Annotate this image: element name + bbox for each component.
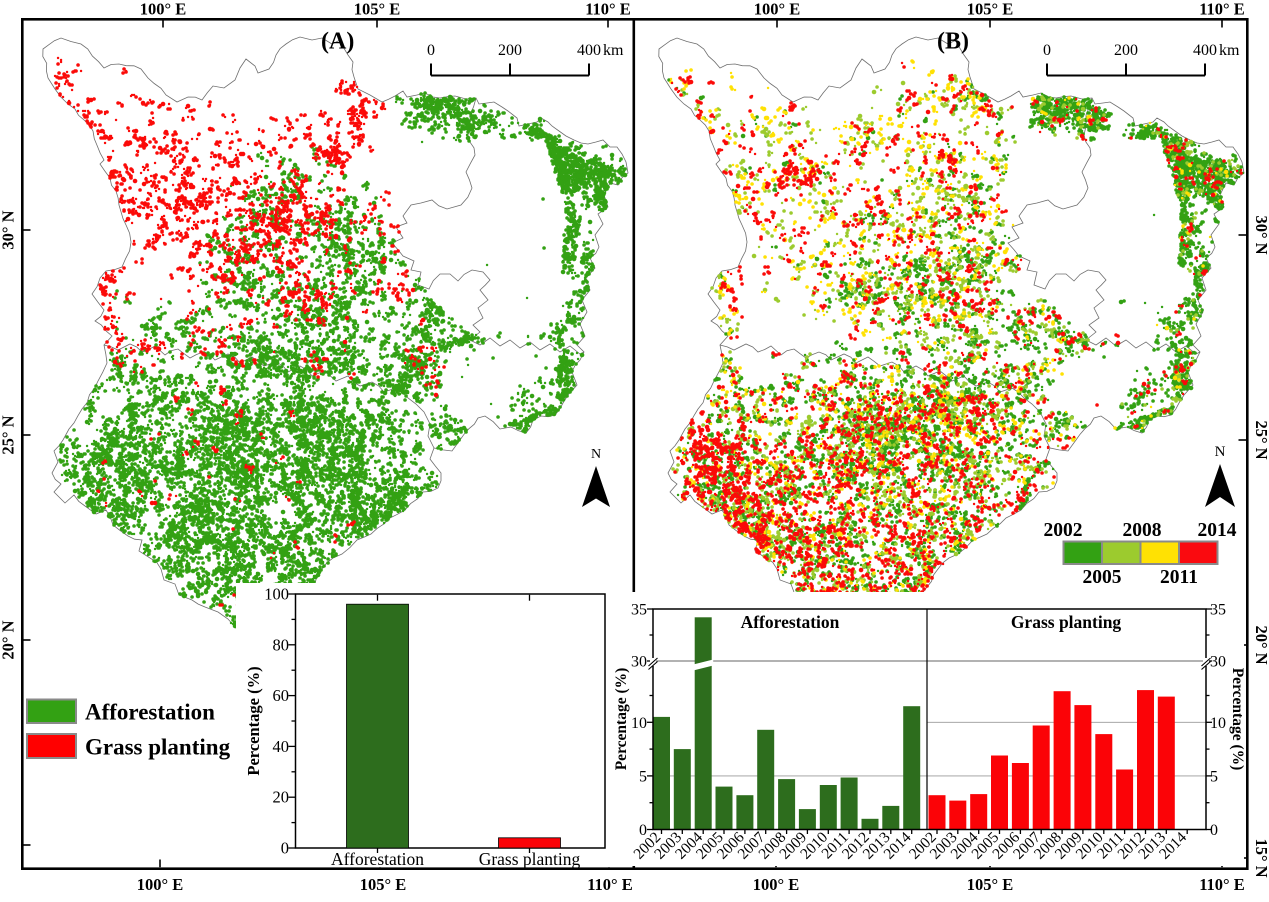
svg-text:30: 30 bbox=[631, 654, 647, 671]
svg-text:25° N: 25° N bbox=[1252, 420, 1269, 459]
svg-text:110° E: 110° E bbox=[1199, 0, 1245, 19]
svg-text:40: 40 bbox=[273, 737, 290, 756]
svg-text:80: 80 bbox=[273, 635, 290, 654]
svg-text:200: 200 bbox=[498, 42, 522, 59]
svg-text:110° E: 110° E bbox=[1199, 875, 1245, 894]
svg-text:105° E: 105° E bbox=[354, 0, 400, 19]
svg-text:0: 0 bbox=[639, 822, 647, 839]
svg-text:10: 10 bbox=[1210, 715, 1226, 732]
svg-text:20° N: 20° N bbox=[0, 620, 18, 659]
svg-text:(B): (B) bbox=[937, 29, 969, 55]
svg-text:105° E: 105° E bbox=[360, 875, 406, 894]
svg-text:400: 400 bbox=[577, 42, 601, 59]
svg-text:60: 60 bbox=[273, 686, 290, 705]
svg-text:0: 0 bbox=[1043, 42, 1051, 59]
svg-text:30: 30 bbox=[1210, 654, 1226, 671]
svg-text:Grass planting: Grass planting bbox=[85, 735, 231, 760]
svg-text:0: 0 bbox=[281, 839, 289, 858]
svg-text:2005: 2005 bbox=[1083, 567, 1122, 588]
svg-text:30° N: 30° N bbox=[1252, 215, 1269, 254]
svg-text:105° E: 105° E bbox=[967, 0, 1013, 19]
svg-text:400: 400 bbox=[1193, 42, 1217, 59]
svg-text:35: 35 bbox=[1210, 602, 1226, 619]
svg-text:100° E: 100° E bbox=[753, 875, 799, 894]
svg-text:Afforestation: Afforestation bbox=[741, 612, 840, 632]
svg-text:20° N: 20° N bbox=[1252, 625, 1269, 664]
svg-text:35: 35 bbox=[631, 602, 647, 619]
svg-text:5: 5 bbox=[1210, 768, 1218, 785]
svg-text:100° E: 100° E bbox=[754, 0, 800, 19]
svg-text:Percentage (%): Percentage (%) bbox=[613, 668, 630, 771]
svg-text:2014: 2014 bbox=[1198, 520, 1237, 541]
svg-text:100: 100 bbox=[264, 585, 289, 604]
svg-text:5: 5 bbox=[639, 768, 647, 785]
svg-text:(A): (A) bbox=[321, 29, 354, 55]
svg-text:N: N bbox=[1215, 444, 1226, 460]
svg-text:15° N: 15° N bbox=[1252, 838, 1269, 877]
svg-text:Afforestation: Afforestation bbox=[85, 700, 215, 725]
svg-text:110° E: 110° E bbox=[587, 875, 633, 894]
svg-text:200: 200 bbox=[1114, 42, 1138, 59]
svg-text:10: 10 bbox=[631, 715, 647, 732]
svg-text:105° E: 105° E bbox=[967, 875, 1013, 894]
svg-text:0: 0 bbox=[427, 42, 435, 59]
svg-text:Percentage (%): Percentage (%) bbox=[244, 666, 263, 775]
svg-text:km: km bbox=[1219, 42, 1240, 59]
svg-text:2011: 2011 bbox=[1160, 567, 1198, 588]
svg-text:2008: 2008 bbox=[1123, 520, 1162, 541]
svg-text:20: 20 bbox=[273, 788, 290, 807]
svg-text:100° E: 100° E bbox=[140, 0, 186, 19]
svg-text:30° N: 30° N bbox=[0, 210, 18, 249]
svg-text:110° E: 110° E bbox=[585, 0, 631, 19]
svg-text:0: 0 bbox=[1210, 822, 1218, 839]
svg-text:Grass planting: Grass planting bbox=[479, 849, 581, 869]
svg-text:km: km bbox=[603, 42, 624, 59]
svg-text:Afforestation: Afforestation bbox=[331, 849, 424, 869]
svg-text:25° N: 25° N bbox=[0, 415, 18, 454]
svg-text:100° E: 100° E bbox=[137, 875, 183, 894]
svg-text:Grass planting: Grass planting bbox=[1011, 612, 1122, 632]
svg-text:Percentage (%): Percentage (%) bbox=[1229, 668, 1246, 771]
svg-text:N: N bbox=[591, 447, 601, 462]
svg-text:2002: 2002 bbox=[1044, 520, 1083, 541]
